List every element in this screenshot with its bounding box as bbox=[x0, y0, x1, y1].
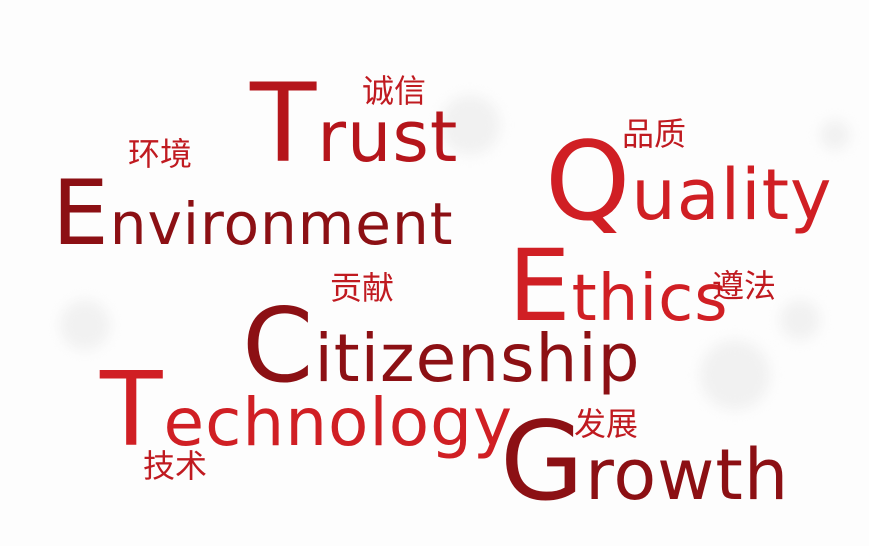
cn-integrity: 诚信 bbox=[362, 72, 427, 110]
word-environment-text: Environment bbox=[52, 162, 454, 266]
word-citizenship-text: Citizenship bbox=[242, 287, 641, 406]
word-technology-text: Technology bbox=[100, 351, 514, 470]
word-environment: Environment bbox=[52, 162, 454, 266]
word-ethics: Ethics bbox=[508, 237, 729, 336]
word-trust: Trust bbox=[250, 60, 459, 187]
cn-environment: 环境 bbox=[128, 135, 193, 173]
cn-quality: 品质 bbox=[622, 115, 687, 153]
word-trust-text: Trust bbox=[250, 60, 459, 187]
word-ethics-text: Ethics bbox=[508, 229, 729, 344]
background-bubble bbox=[440, 95, 500, 155]
word-technology: Technology bbox=[100, 351, 514, 470]
cn-technology: 技术 bbox=[143, 447, 208, 485]
word-quality-text: Quality bbox=[545, 118, 833, 245]
background-bubble bbox=[820, 120, 850, 150]
background-bubble bbox=[60, 300, 110, 350]
word-growth-text: Growth bbox=[500, 398, 790, 525]
cn-development: 发展 bbox=[574, 405, 639, 443]
cn-contribution: 贡献 bbox=[330, 269, 395, 307]
word-growth: Growth bbox=[500, 398, 790, 525]
word-citizenship: Citizenship bbox=[242, 287, 641, 406]
word-quality: Quality bbox=[545, 118, 833, 245]
cn-compliance: 遵法 bbox=[712, 267, 777, 305]
background-bubble bbox=[700, 340, 770, 410]
background-bubble bbox=[780, 300, 820, 340]
